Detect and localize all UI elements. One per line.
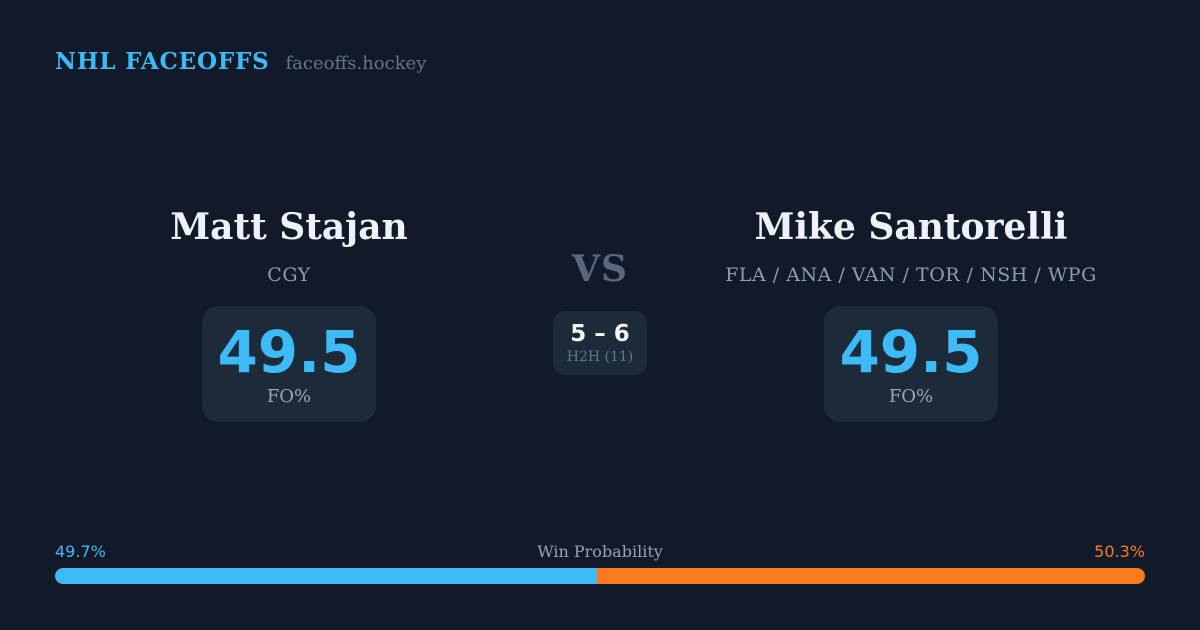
- head-to-head-score: 5 – 6: [570, 320, 630, 347]
- player-left: Matt Stajan CGY 49.5 FO%: [49, 205, 529, 422]
- player-right-name: Mike Santorelli: [754, 206, 1068, 248]
- brand-title: NHL FACEOFFS: [55, 48, 270, 75]
- win-probability-title: Win Probability: [537, 542, 663, 561]
- player-left-name: Matt Stajan: [170, 206, 408, 248]
- win-probability-bar: [55, 568, 1145, 584]
- head-to-head-label: H2H (11): [566, 348, 634, 365]
- player-left-faceoff-pct: 49.5: [217, 317, 361, 386]
- player-right-teams: FLA / ANA / VAN / TOR / NSH / WPG: [725, 264, 1097, 286]
- player-left-faceoff-label: FO%: [266, 385, 312, 407]
- win-probability-left-pct: 49.7%: [55, 542, 106, 561]
- player-left-faceoff-box: 49.5 FO%: [202, 306, 376, 422]
- win-probability-right-pct: 50.3%: [1094, 542, 1145, 561]
- player-right-faceoff-box: 49.5 FO%: [824, 306, 998, 422]
- player-right-faceoff-pct: 49.5: [839, 317, 983, 386]
- player-left-teams: CGY: [267, 264, 311, 286]
- win-probability-section: 49.7% Win Probability 50.3%: [55, 541, 1145, 584]
- center-column: VS 5 – 6 H2H (11): [529, 205, 671, 422]
- win-probability-bar-right-segment: [596, 568, 1145, 584]
- site-url: faceoffs.hockey: [285, 53, 427, 74]
- player-right-faceoff-label: FO%: [888, 385, 934, 407]
- header: NHL FACEOFFS faceoffs.hockey: [55, 48, 426, 75]
- player-right: Mike Santorelli FLA / ANA / VAN / TOR / …: [671, 205, 1151, 422]
- matchup-row: Matt Stajan CGY 49.5 FO% VS 5 – 6 H2H (1…: [49, 205, 1151, 422]
- win-probability-bar-left-segment: [55, 568, 597, 584]
- win-probability-labels: 49.7% Win Probability 50.3%: [55, 541, 1145, 563]
- vs-label: VS: [572, 248, 628, 290]
- head-to-head-box: 5 – 6 H2H (11): [553, 311, 647, 375]
